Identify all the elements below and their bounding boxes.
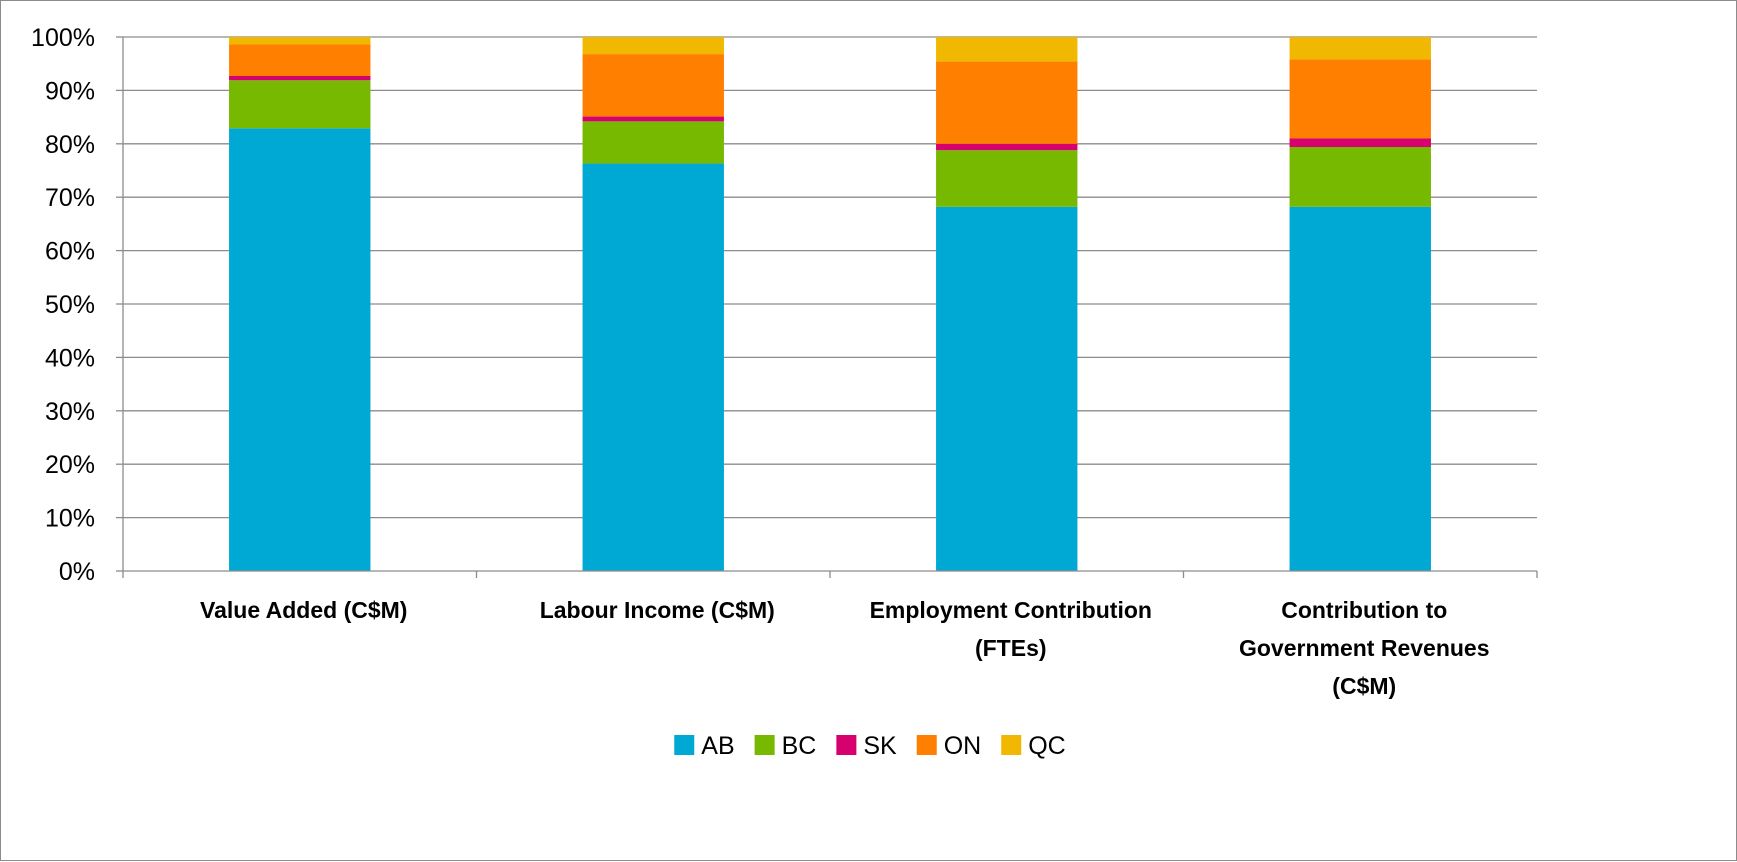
x-category-label: Contribution to Government Revenues (C$M) bbox=[1239, 597, 1490, 699]
bar-segment-bc bbox=[582, 121, 724, 164]
legend-swatch-ab bbox=[674, 735, 695, 755]
bar-segment-sk bbox=[229, 75, 371, 81]
bar-segment-ab bbox=[936, 206, 1078, 571]
bar-segment-ab bbox=[1289, 206, 1431, 571]
bar-segment-sk bbox=[936, 143, 1078, 151]
bar-segment-bc bbox=[1289, 147, 1431, 207]
y-tick-label: 90% bbox=[45, 77, 95, 105]
y-tick-label: 80% bbox=[45, 131, 95, 159]
legend-label-sk: SK bbox=[863, 732, 897, 760]
legend-swatch-qc bbox=[1001, 735, 1022, 755]
legend-label-bc: BC bbox=[782, 732, 817, 760]
y-tick-labels: 0% 10% 20% 30% 40% 50% 60% 70% 80% 90% 100% bbox=[31, 24, 95, 586]
y-tick-label: 10% bbox=[45, 505, 95, 533]
bar-segment-on bbox=[582, 54, 724, 117]
bars bbox=[229, 37, 1431, 572]
bar-segment-sk bbox=[1289, 138, 1431, 148]
x-category-label: Employment Contribution (FTEs) bbox=[870, 597, 1152, 661]
x-category-labels: Value Added (C$M) Labour Income (C$M) Empl… bbox=[200, 597, 1489, 699]
y-tick-label: 50% bbox=[45, 291, 95, 319]
bar-segment-qc bbox=[936, 37, 1078, 62]
bar-segment-qc bbox=[229, 37, 371, 45]
bar-segment-on bbox=[936, 61, 1078, 144]
bar-segment-bc bbox=[936, 150, 1078, 207]
legend-label-qc: QC bbox=[1028, 732, 1066, 760]
bar-segment-ab bbox=[582, 163, 724, 572]
y-tick-label: 30% bbox=[45, 398, 95, 426]
legend: AB BC SK ON QC bbox=[674, 732, 1066, 760]
y-tick-label: 40% bbox=[45, 344, 95, 372]
bar-segment-ab bbox=[229, 128, 371, 571]
y-tick-label: 60% bbox=[45, 238, 95, 266]
x-category-label: Labour Income (C$M) bbox=[540, 597, 775, 623]
y-tick-label: 100% bbox=[31, 24, 95, 52]
legend-label-ab: AB bbox=[701, 732, 734, 760]
y-tick-label: 20% bbox=[45, 451, 95, 479]
bar-segment-sk bbox=[582, 116, 724, 122]
bar-segment-qc bbox=[1289, 37, 1431, 60]
legend-swatch-sk bbox=[836, 735, 857, 755]
bar-segment-on bbox=[229, 44, 371, 76]
legend-swatch-on bbox=[916, 735, 937, 755]
bar-segment-qc bbox=[582, 37, 724, 55]
y-tick-label: 70% bbox=[45, 184, 95, 212]
legend-swatch-bc bbox=[754, 735, 775, 755]
bar-segment-on bbox=[1289, 59, 1431, 139]
y-tick-label: 0% bbox=[59, 558, 95, 586]
legend-label-on: ON bbox=[944, 732, 982, 760]
axes bbox=[116, 36, 1538, 578]
x-category-label: Value Added (C$M) bbox=[200, 597, 407, 623]
bar-segment-bc bbox=[229, 80, 371, 129]
